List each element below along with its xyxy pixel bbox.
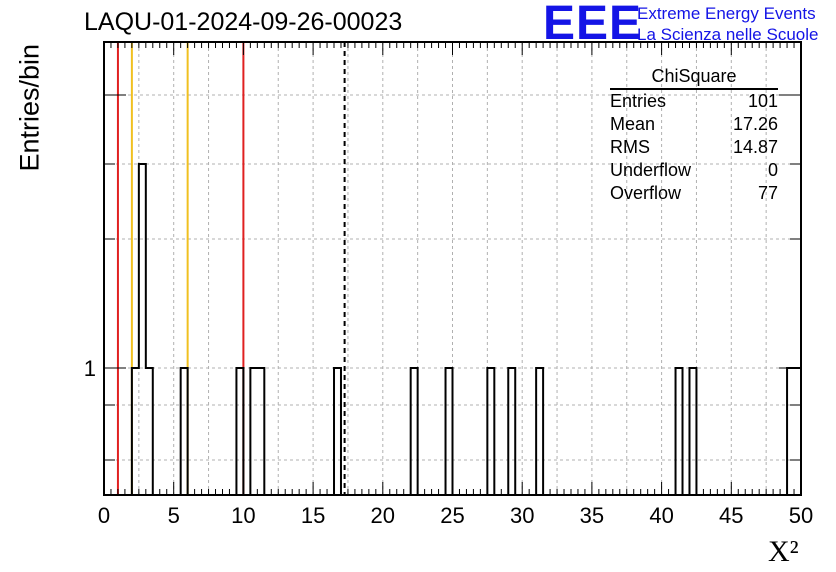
x-tick-label: 30 [510, 503, 534, 528]
stats-label: Overflow [610, 183, 682, 203]
x-tick-label: 45 [719, 503, 743, 528]
y-tick-label: 1 [84, 356, 96, 381]
stats-value: 17.26 [732, 114, 778, 134]
x-tick-label: 50 [789, 503, 813, 528]
logo-line-1: Extreme Energy Events [637, 4, 816, 23]
x-tick-label: 10 [231, 503, 255, 528]
x-tick-label: 20 [371, 503, 395, 528]
stats-label: Underflow [610, 160, 692, 180]
x-tick-label: 0 [98, 503, 110, 528]
stats-value: 14.87 [732, 137, 778, 157]
stats-value: 0 [767, 160, 778, 180]
stats-row: Underflow 0 [610, 159, 778, 182]
y-axis-label: Entries/bin [14, 43, 45, 172]
stats-title: ChiSquare [610, 66, 778, 90]
stats-row: RMS 14.87 [610, 136, 778, 159]
x-tick-label: 35 [580, 503, 604, 528]
x-tick-label: 5 [168, 503, 180, 528]
chart-title: LAQU-01-2024-09-26-00023 [84, 8, 403, 36]
stats-value: 101 [747, 91, 778, 111]
stats-row: Overflow 77 [610, 182, 778, 205]
x-tick-label: 15 [301, 503, 325, 528]
eee-logo: EEE [543, 0, 643, 50]
x-axis-label: X² [768, 535, 799, 568]
stats-row: Mean 17.26 [610, 113, 778, 136]
x-tick-label: 25 [440, 503, 464, 528]
stats-label: Entries [610, 91, 667, 111]
stats-label: RMS [610, 137, 650, 157]
stats-label: Mean [610, 114, 656, 134]
x-tick-label: 40 [649, 503, 673, 528]
logo-line-2: La Scienza nelle Scuole [637, 25, 819, 44]
stats-row: Entries 101 [610, 90, 778, 113]
stats-box: ChiSquare Entries 101 Mean 17.26 RMS 14.87 Und… [610, 66, 778, 205]
stats-value: 77 [757, 183, 778, 203]
